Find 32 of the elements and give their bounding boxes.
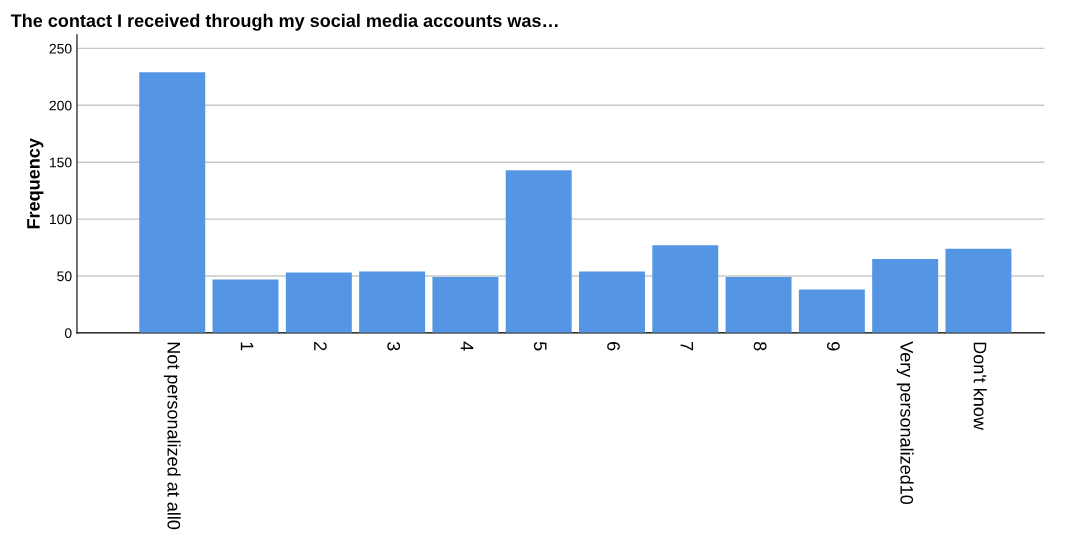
bar: [945, 248, 1012, 333]
x-tick-label: 2: [314, 342, 327, 351]
bar: [359, 271, 426, 333]
x-tick-label: 7: [680, 342, 694, 351]
x-tick-label: 5: [533, 341, 547, 351]
x-tick-label: 4: [460, 341, 474, 351]
x-tick-label: Very personalized10: [896, 341, 914, 505]
x-tick-label: Don't know: [973, 342, 987, 430]
y-tick-label: 0: [64, 328, 72, 339]
bar: [725, 277, 792, 333]
y-tick-label: 150: [50, 157, 72, 168]
x-tick-label: 8: [753, 341, 767, 351]
bar: [285, 272, 352, 333]
bar: [432, 277, 499, 333]
y-tick-label: 50: [57, 271, 72, 282]
bar: [798, 289, 865, 333]
x-tick-label: 1: [240, 342, 254, 351]
bar: [505, 170, 572, 333]
x-tick-label: 9: [827, 342, 840, 351]
x-tick-label: 3: [387, 341, 401, 351]
bar: [212, 279, 279, 333]
bar: [139, 72, 206, 333]
bar: [652, 245, 719, 333]
chart-title: The contact I received through my social media accounts was…: [10, 13, 558, 31]
bar: [872, 258, 939, 333]
x-tick-label: 6: [607, 342, 620, 351]
y-tick-label: 200: [49, 100, 72, 111]
y-tick-label: 250: [49, 43, 72, 54]
y-tick-label: 100: [50, 214, 72, 225]
bar: [579, 271, 645, 333]
x-tick-label: Not personalized at all0: [163, 342, 181, 530]
y-axis-title: Frequency: [27, 138, 44, 229]
